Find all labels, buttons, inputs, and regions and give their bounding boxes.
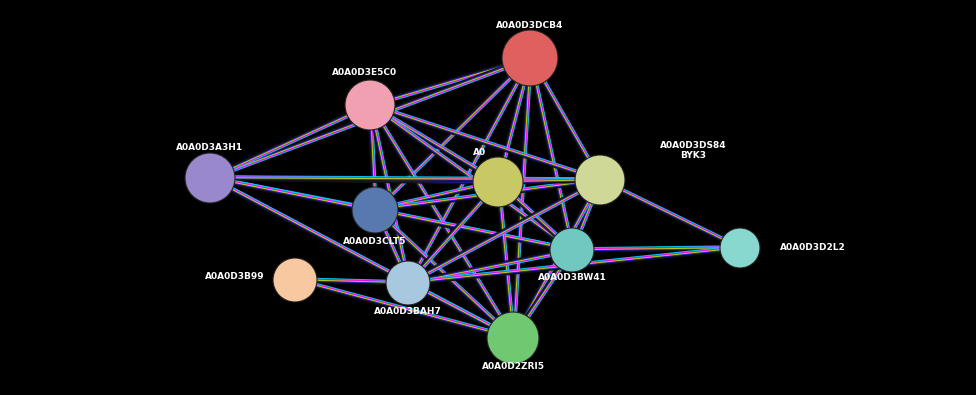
- Circle shape: [502, 30, 558, 86]
- Circle shape: [185, 153, 235, 203]
- Text: A0A0D2ZRI5: A0A0D2ZRI5: [481, 362, 545, 371]
- Circle shape: [550, 228, 594, 272]
- Circle shape: [352, 187, 398, 233]
- Text: A0: A0: [473, 148, 487, 157]
- Text: A0A0D3A3H1: A0A0D3A3H1: [177, 143, 244, 152]
- Text: A0A0D3BAH7: A0A0D3BAH7: [374, 307, 442, 316]
- Circle shape: [386, 261, 430, 305]
- Text: A0A0D3BW41: A0A0D3BW41: [538, 273, 606, 282]
- Circle shape: [273, 258, 317, 302]
- Text: A0A0D3B99: A0A0D3B99: [205, 272, 265, 281]
- Circle shape: [575, 155, 625, 205]
- Text: A0A0D3DS84
BYK3: A0A0D3DS84 BYK3: [660, 141, 726, 160]
- Text: A0A0D3CLT5: A0A0D3CLT5: [344, 237, 407, 246]
- Circle shape: [487, 312, 539, 364]
- Text: A0A0D3DCB4: A0A0D3DCB4: [497, 21, 564, 30]
- Text: A0A0D3D2L2: A0A0D3D2L2: [780, 243, 846, 252]
- Text: A0A0D3E5C0: A0A0D3E5C0: [333, 68, 397, 77]
- Circle shape: [473, 157, 523, 207]
- Circle shape: [345, 80, 395, 130]
- Circle shape: [720, 228, 760, 268]
